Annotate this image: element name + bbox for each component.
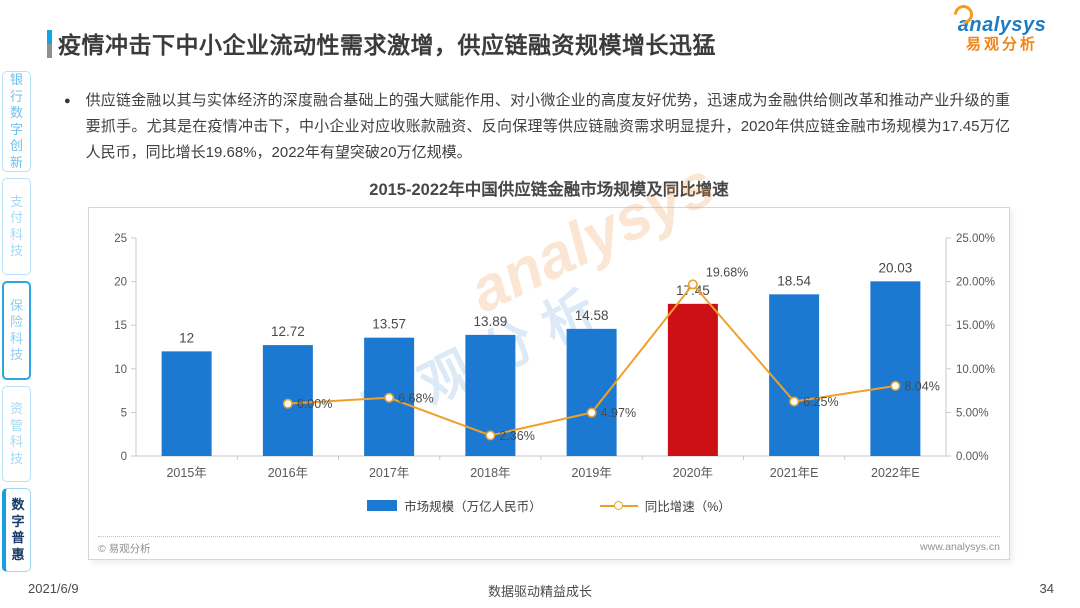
- svg-text:12: 12: [179, 330, 194, 345]
- chart-card: analysys 易观分析 05101520250.00%5.00%10.00%…: [88, 149, 1010, 560]
- sidebar-tab-label: 银行数字创新: [9, 72, 23, 170]
- sidebar-tab-label: 资管科技: [9, 401, 23, 466]
- legend-bar-label: 市场规模（万亿人民币）: [404, 500, 542, 514]
- bullet-icon: ●: [64, 95, 71, 107]
- sidebar: 银行数字创新 支付科技 保险科技 资管科技 数字普惠: [0, 0, 38, 608]
- footer-page-number: 34: [1039, 581, 1054, 596]
- chart-title: 2015-2022年中国供应链金融市场规模及同比增速: [369, 181, 729, 199]
- svg-text:15.00%: 15.00%: [956, 320, 995, 332]
- footer-date: 2021/6/9: [28, 581, 79, 596]
- logo-chinese-text: 易观分析: [965, 36, 1038, 53]
- svg-text:0: 0: [121, 451, 127, 463]
- legend-line-dot-icon: [613, 501, 623, 510]
- svg-text:2021年E: 2021年E: [770, 466, 819, 480]
- sidebar-tab-label: 数字普惠: [11, 497, 25, 562]
- svg-text:20: 20: [114, 277, 127, 289]
- logo-wordmark: analysys: [949, 1, 1047, 36]
- svg-text:25.00%: 25.00%: [956, 233, 995, 245]
- footer-slogan: 数据驱动精益成长: [487, 584, 592, 599]
- svg-text:2015年: 2015年: [166, 466, 206, 480]
- svg-text:15: 15: [114, 320, 127, 332]
- intro-paragraph: ● 供应链金融以其与实体经济的深度融合基础上的强大赋能作用、对小微企业的高度友好…: [64, 88, 1010, 166]
- svg-text:13.57: 13.57: [372, 317, 406, 332]
- svg-text:5.00%: 5.00%: [956, 407, 989, 419]
- svg-text:6.00%: 6.00%: [297, 397, 332, 411]
- svg-text:18.54: 18.54: [777, 273, 811, 288]
- svg-text:2.36%: 2.36%: [499, 429, 534, 443]
- legend-item-growth-rate: 同比增速（%）: [599, 496, 731, 515]
- svg-text:2016年: 2016年: [268, 466, 308, 480]
- page-title: 疫情冲击下中小企业流动性需求激增，供应链融资规模增长迅猛: [58, 32, 716, 58]
- svg-text:2018年: 2018年: [470, 466, 510, 480]
- title-accent-bar: [47, 30, 52, 58]
- sidebar-tab-bank-digital-innovation[interactable]: 银行数字创新: [2, 71, 31, 172]
- legend-line-sample: [599, 500, 638, 511]
- card-footer: © 易观分析 www.analysys.cn: [98, 536, 1000, 556]
- svg-text:6.68%: 6.68%: [398, 391, 433, 405]
- svg-text:2022年E: 2022年E: [871, 466, 920, 480]
- svg-text:14.58: 14.58: [575, 308, 609, 323]
- analysys-logo: analysys 易观分析: [934, 1, 1070, 54]
- svg-text:8.04%: 8.04%: [904, 379, 939, 393]
- website-text: www.analysys.cn: [920, 541, 1000, 553]
- sidebar-tab-digital-inclusion[interactable]: 数字普惠: [2, 488, 31, 572]
- svg-text:20.03: 20.03: [878, 260, 912, 275]
- sidebar-tab-payment-tech[interactable]: 支付科技: [2, 178, 31, 275]
- svg-text:13.89: 13.89: [473, 314, 507, 329]
- svg-text:4.97%: 4.97%: [601, 406, 636, 420]
- sidebar-tab-label: 支付科技: [9, 193, 23, 259]
- svg-text:2020年: 2020年: [673, 466, 713, 480]
- svg-text:19.68%: 19.68%: [706, 265, 748, 279]
- sidebar-tab-insurance-tech[interactable]: 保险科技: [2, 281, 31, 380]
- legend-bar-swatch: [367, 500, 398, 511]
- market-size-growth-chart: 0 5 10 15 20 25 0.00% 5.00% 10.00% 15.00% 20.00% 25…: [114, 233, 995, 480]
- copyright-text: © 易观分析: [98, 543, 151, 555]
- svg-text:2019年: 2019年: [571, 466, 611, 480]
- svg-text:10: 10: [114, 364, 127, 376]
- legend-item-market-size: 市场规模（万亿人民币）: [367, 496, 542, 515]
- svg-text:5: 5: [121, 407, 127, 419]
- legend-line-label: 同比增速（%）: [644, 500, 731, 514]
- sidebar-tab-label: 保险科技: [9, 297, 23, 363]
- logo-wordmark-text: analysys: [957, 14, 1047, 36]
- chart-legend: 市场规模（万亿人民币） 同比增速（%）: [89, 496, 1009, 515]
- svg-text:20.00%: 20.00%: [956, 277, 995, 289]
- svg-text:2017年: 2017年: [369, 466, 409, 480]
- svg-text:0.00%: 0.00%: [956, 451, 989, 463]
- svg-text:12.72: 12.72: [271, 324, 305, 339]
- svg-text:10.00%: 10.00%: [956, 364, 995, 376]
- svg-text:25: 25: [114, 233, 127, 245]
- intro-text: 供应链金融以其与实体经济的深度融合基础上的强大赋能作用、对小微企业的高度友好优势…: [85, 92, 1010, 161]
- svg-text:6.25%: 6.25%: [803, 395, 838, 409]
- sidebar-tab-asset-mgmt-tech[interactable]: 资管科技: [2, 386, 31, 482]
